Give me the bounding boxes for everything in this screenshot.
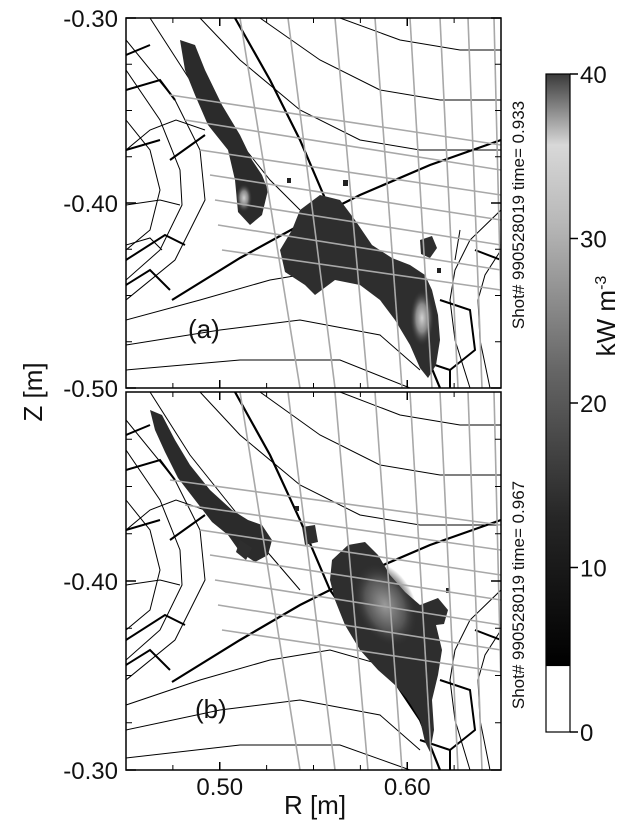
panel-a: (a): [125, 17, 502, 389]
colorbar: 40 30 20 10 0: [545, 62, 607, 747]
y-tick-label: -0.30: [63, 758, 118, 785]
y-tick-label: -0.40: [63, 191, 118, 218]
panel-a-plot-area: [126, 18, 501, 388]
panel-a-hotspot-main: [410, 290, 434, 346]
x-axis: 0.50 0.60: [125, 18, 502, 801]
panel-a-hotspot-inner: [236, 184, 252, 212]
colorbar-ticks: 40 30 20 10 0: [570, 62, 607, 747]
panel-b-emission-lobe: [420, 598, 448, 626]
panel-a-shot-annotation: Shot# 990528019 time= 0.933: [509, 101, 528, 329]
x-tick-label: 0.60: [384, 774, 431, 801]
colorbar-title-superscript: -3: [593, 276, 610, 290]
panel-b-plot-area: [126, 392, 501, 770]
panel-b-emission-inner-leg: [150, 410, 272, 562]
y-axis: -0.30 -0.40 -0.50 -0.40 -0.30: [63, 6, 501, 785]
panel-b-hotspot-main: [351, 562, 419, 648]
panel-b-label: (b): [195, 694, 227, 724]
panel-b-shot-annotation: Shot# 990528019 time= 0.967: [509, 481, 528, 709]
x-tick-label: 0.50: [196, 774, 243, 801]
panel-b: (b): [125, 391, 502, 771]
colorbar-tick-label: 40: [580, 62, 607, 89]
colorbar-tick-label: 20: [580, 391, 607, 418]
panel-b-mesh: [126, 392, 501, 770]
x-axis-title: R [m]: [284, 790, 346, 820]
y-tick-label: -0.50: [63, 376, 118, 403]
colorbar-gradient: [546, 74, 570, 667]
colorbar-tick-label: 0: [580, 720, 593, 747]
panel-b-emission: [150, 410, 450, 752]
panel-a-emission-inner-leg: [180, 40, 268, 225]
colorbar-white-band: [546, 666, 570, 732]
panel-a-chords: [169, 18, 501, 388]
colorbar-title: kW m-3: [591, 276, 621, 357]
panel-a-label: (a): [188, 314, 220, 344]
colorbar-tick-label: 10: [580, 556, 607, 583]
y-tick-label: -0.30: [63, 6, 118, 33]
colorbar-tick-label: 30: [580, 227, 607, 254]
y-axis-title: Z [m]: [18, 362, 48, 421]
y-tick-label: -0.40: [63, 569, 118, 596]
